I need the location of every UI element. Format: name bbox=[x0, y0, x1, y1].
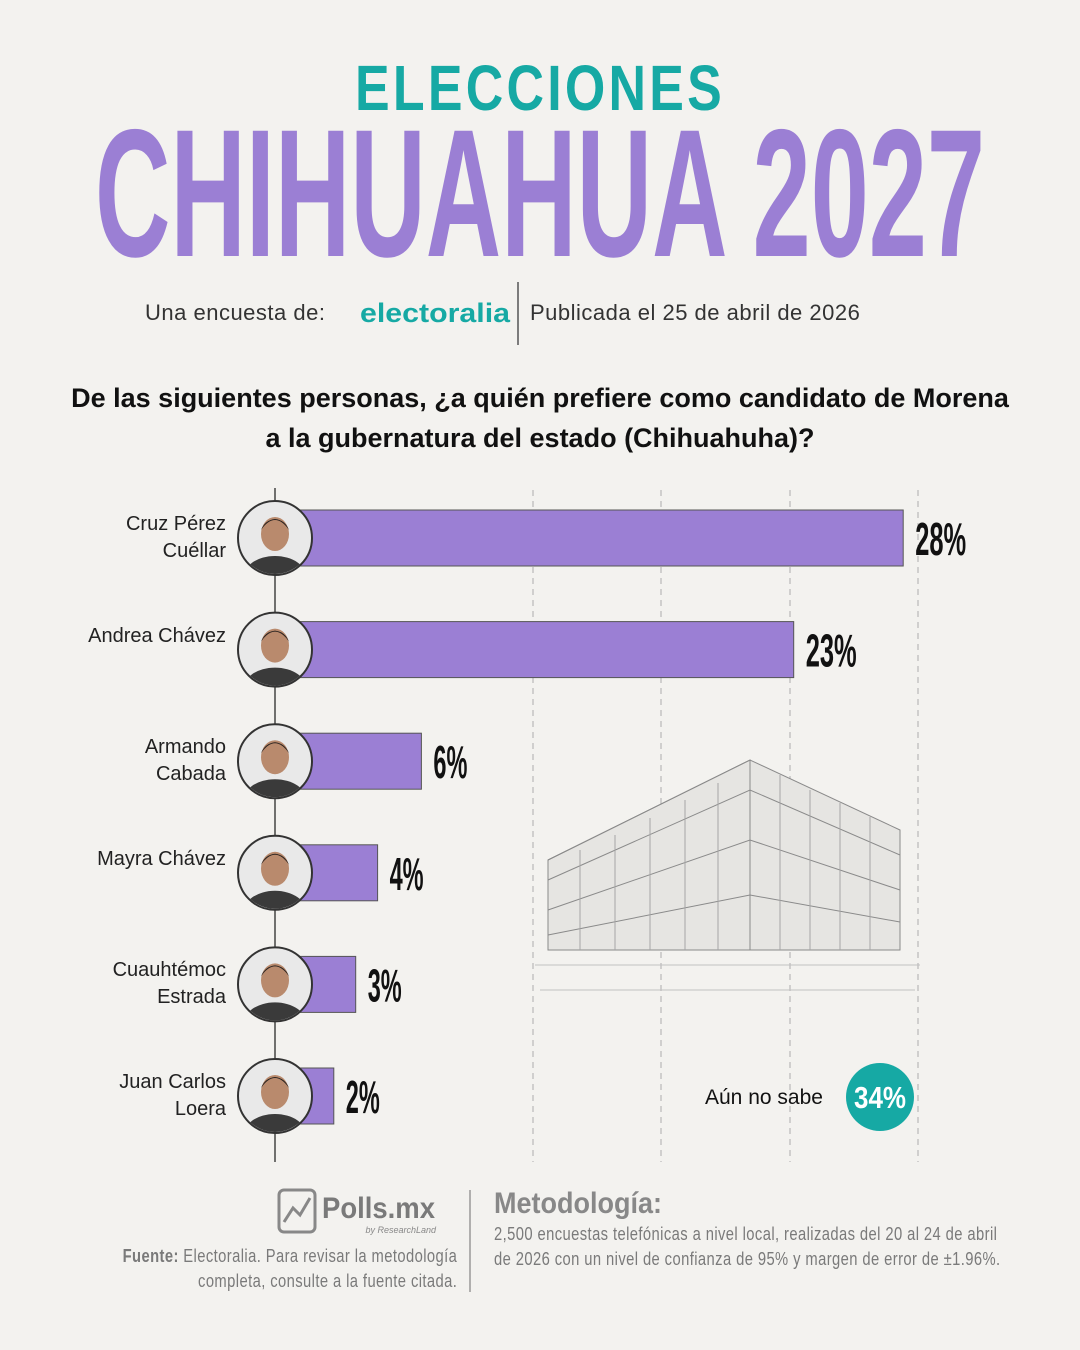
value-label: 2% bbox=[346, 1071, 380, 1123]
photo-hair bbox=[261, 853, 289, 865]
polls-logo: Polls.mx by ResearchLand bbox=[277, 1188, 437, 1235]
source-label: Fuente: bbox=[122, 1246, 179, 1266]
value-label: 28% bbox=[915, 513, 966, 565]
building-columns bbox=[579, 775, 871, 950]
photo-hair bbox=[261, 742, 289, 754]
category-label: Juan Carlos Loera bbox=[119, 1071, 226, 1120]
logo-text: Polls.mx bbox=[322, 1192, 435, 1225]
bar bbox=[289, 621, 795, 679]
street bbox=[535, 964, 920, 991]
building-body bbox=[547, 759, 901, 951]
methodology-title: Metodología: bbox=[494, 1187, 662, 1220]
category-label: Andrea Chávez bbox=[88, 624, 226, 647]
chart-title: De las siguientes personas, ¿a quién pre… bbox=[71, 383, 1009, 453]
building-illustration bbox=[535, 759, 920, 991]
photo-hair bbox=[261, 965, 289, 977]
building-edge bbox=[547, 759, 751, 950]
photo-hair bbox=[261, 519, 289, 530]
photo-head bbox=[261, 628, 289, 663]
photo bbox=[243, 1075, 307, 1132]
photo-hair bbox=[261, 630, 289, 642]
photo bbox=[243, 517, 307, 574]
photo-head bbox=[261, 1075, 289, 1109]
photo-shoulders bbox=[243, 1114, 307, 1132]
photo-shoulders bbox=[243, 667, 307, 686]
photo-head bbox=[261, 851, 289, 886]
value-label: 6% bbox=[433, 736, 467, 788]
photo-head bbox=[261, 963, 289, 998]
photo-shoulders bbox=[243, 556, 307, 574]
undecided-value: 34% bbox=[854, 1080, 906, 1115]
logo-sub: by ResearchLand bbox=[365, 1225, 437, 1235]
photo bbox=[243, 963, 307, 1021]
photo-hair bbox=[261, 1077, 289, 1088]
category-label: Cruz Pérez Cuéllar bbox=[125, 513, 226, 562]
published-date: Publicada el 25 de abril de 2026 bbox=[530, 300, 861, 325]
photo bbox=[243, 740, 307, 798]
undecided-badge bbox=[846, 1063, 914, 1131]
photo-shoulders bbox=[243, 890, 307, 909]
pollster: electoralia bbox=[360, 298, 511, 328]
logo-icon bbox=[277, 1188, 317, 1234]
value-label: 23% bbox=[806, 625, 857, 677]
methodology-text: 2,500 encuestas telefónicas a nivel loca… bbox=[494, 1224, 1001, 1269]
bars-group: 28% 23% 6% 4% 3% 2% bbox=[237, 500, 966, 1134]
survey-by: Una encuesta de: bbox=[145, 300, 326, 325]
photo-shoulders bbox=[243, 1002, 307, 1021]
bar bbox=[289, 509, 904, 567]
photo-head bbox=[261, 517, 289, 551]
photo bbox=[243, 628, 307, 686]
undecided-label: Aún no sabe bbox=[705, 1086, 823, 1109]
category-label: Cuauhtémoc Estrada bbox=[112, 959, 226, 1009]
value-label: 4% bbox=[390, 848, 424, 900]
source-text: Electoralia. Para revisar la metodología… bbox=[183, 1246, 458, 1291]
kicker: ELECCIONES bbox=[355, 52, 725, 124]
source: Fuente: Electoralia. Para revisar la met… bbox=[76, 1244, 457, 1294]
value-label: 3% bbox=[368, 959, 402, 1011]
photo bbox=[243, 851, 307, 909]
photo-head bbox=[261, 740, 289, 775]
category-label: Armando Cabada bbox=[144, 736, 226, 786]
main-title: CHIHUAHUA 2027 bbox=[95, 91, 985, 295]
photo-shoulders bbox=[243, 779, 307, 798]
category-label: Mayra Chávez bbox=[97, 847, 226, 870]
logo-line bbox=[282, 1197, 312, 1223]
